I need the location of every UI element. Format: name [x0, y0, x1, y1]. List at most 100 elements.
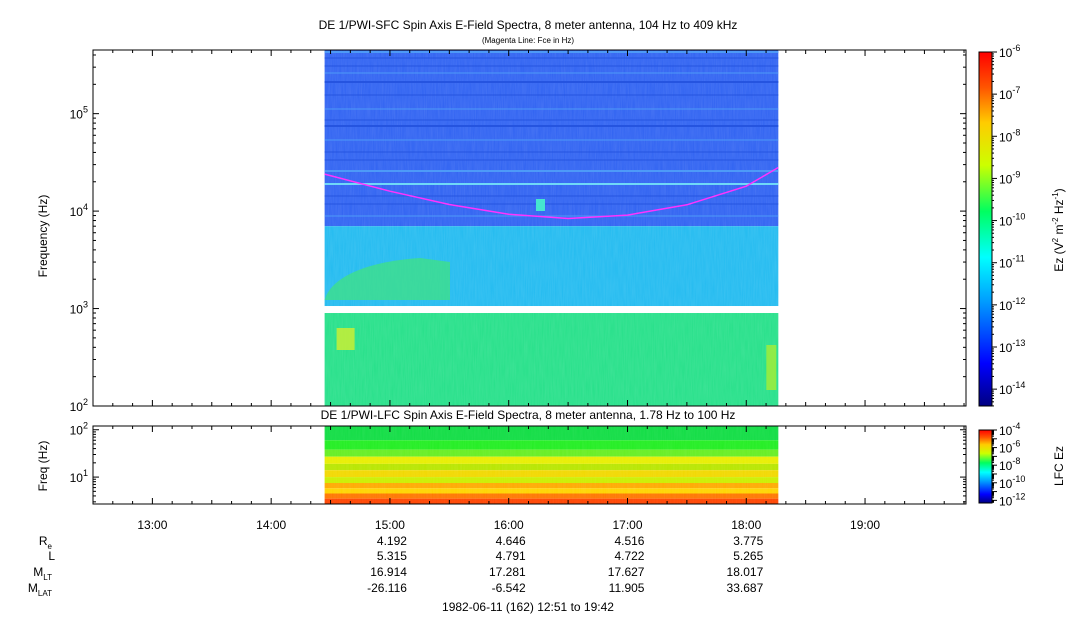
ephemeris-table: Re 4.192 4.646 4.516 3.775 L 5.315 4.791 4.722 5.…	[28, 534, 764, 598]
lfc-spectrogram-panel: 101 102 Freq (Hz)	[36, 421, 967, 505]
sfc-burst	[336, 328, 355, 350]
lfc-y-tick-label: 101	[70, 468, 88, 485]
ephemeris-value: 3.775	[733, 534, 763, 548]
tick-label-base: 10	[999, 383, 1013, 397]
cbar-label-sup: 2	[1051, 237, 1060, 242]
sfc-wave-enhancement	[324, 258, 450, 300]
ephemeris-value: 11.905	[609, 581, 645, 595]
tick-label-base: 10	[999, 172, 1013, 186]
tick-label-exponent: -12	[1012, 296, 1025, 306]
ephemeris-value: 4.516	[614, 534, 644, 548]
tick-label-exponent: -11	[1012, 254, 1024, 264]
ephemeris-value: 16.914	[370, 565, 407, 579]
sfc-colorbar-ticks: 10-610-710-810-910-1010-1110-1210-1310-1…	[992, 43, 1025, 407]
cbar-label-part: Hz	[1052, 199, 1066, 217]
cbar-label-sup: -2	[1051, 217, 1060, 225]
tick-label-exponent: 4	[83, 202, 88, 212]
cbar-label-sup: -1	[1051, 192, 1060, 200]
cbar-label-part: Ez (V	[1052, 242, 1066, 271]
tick-label-base: 10	[70, 108, 84, 122]
tick-label-base: 10	[999, 442, 1013, 456]
ephemeris-value: 4.791	[496, 549, 526, 563]
ephemeris-row-label: MLT	[33, 565, 52, 582]
time-tick-label: 19:00	[850, 518, 880, 532]
tick-label-base: 10	[999, 341, 1013, 355]
sfc-colorbar: 10-610-710-810-910-1010-1110-1210-1310-1…	[978, 43, 1066, 407]
ephemeris-value: 4.722	[614, 549, 644, 563]
tick-label-base: 10	[999, 88, 1013, 102]
tick-label-exponent: -6	[1012, 43, 1020, 53]
date-range-footer: 1982-06-11 (162) 12:51 to 19:42	[442, 600, 614, 614]
time-tick-label: 18:00	[731, 518, 761, 532]
tick-label-exponent: -8	[1012, 456, 1020, 466]
lfc-colorbar-label: LFC Ez	[1052, 446, 1066, 486]
ephemeris-value: 5.265	[733, 549, 763, 563]
ephemeris-label-subscript: LT	[43, 573, 52, 582]
tick-label-exponent: -8	[1012, 127, 1020, 137]
sfc-data-gap	[324, 306, 779, 314]
colorbar-tick-label: 10-8	[999, 456, 1020, 473]
tick-label-base: 10	[999, 459, 1013, 473]
tick-label-exponent: -10	[1012, 212, 1025, 222]
ephemeris-value: 17.281	[489, 565, 526, 579]
sfc-y-axis-label: Frequency (Hz)	[36, 195, 50, 278]
tick-label-base: 10	[999, 46, 1013, 60]
colorbar-tick-label: 10-7	[999, 85, 1020, 102]
time-tick-label: 17:00	[612, 518, 642, 532]
tick-label-exponent: -6	[1012, 439, 1020, 449]
time-axis: 13:00 14:00 15:00 16:00 17:00 18:00 19:00	[92, 50, 965, 532]
tick-label-base: 10	[999, 299, 1013, 313]
tick-label-base: 10	[999, 494, 1013, 508]
tick-label-base: 10	[70, 471, 84, 485]
ephemeris-row-label: Re	[39, 534, 53, 551]
ephemeris-value: 33.687	[727, 581, 764, 595]
colorbar-tick-label: 10-8	[999, 127, 1020, 144]
sfc-colorbar-scale	[978, 51, 993, 407]
ephemeris-value: -26.116	[367, 581, 407, 595]
time-tick-label: 13:00	[137, 518, 167, 532]
tick-label-base: 10	[999, 130, 1013, 144]
tick-label-exponent: -14	[1012, 380, 1025, 390]
sfc-burst	[766, 345, 777, 390]
sfc-y-tick-label: 102	[70, 397, 88, 414]
colorbar-tick-label: 10-10	[999, 474, 1025, 491]
tick-label-exponent: -4	[1012, 421, 1020, 431]
tick-label-base: 10	[70, 424, 84, 438]
time-tick-label: 15:00	[375, 518, 405, 532]
tick-label-exponent: 3	[83, 300, 88, 310]
sfc-title: DE 1/PWI-SFC Spin Axis E-Field Spectra, …	[319, 18, 738, 32]
ephemeris-label-main: R	[39, 534, 48, 548]
cbar-label-part: )	[1052, 188, 1066, 192]
lfc-y-tick-label: 102	[70, 421, 88, 438]
lfc-y-axis-label: Freq (Hz)	[36, 441, 50, 492]
lfc-colorbar-scale	[978, 429, 993, 504]
tick-label-base: 10	[70, 400, 84, 414]
tick-label-exponent: -7	[1012, 85, 1020, 95]
tick-label-base: 10	[999, 424, 1013, 438]
tick-label-base: 10	[999, 477, 1013, 491]
lfc-title: DE 1/PWI-LFC Spin Axis E-Field Spectra, …	[321, 408, 736, 422]
ephemeris-label-main: L	[48, 549, 55, 563]
tick-label-exponent: -9	[1012, 169, 1020, 179]
colorbar-tick-label: 10-14	[999, 380, 1025, 397]
cbar-label-part: m	[1052, 225, 1066, 238]
lfc-spectrogram-data	[324, 426, 779, 504]
ephemeris-label-main: M	[28, 581, 38, 595]
ephemeris-value: 4.646	[496, 534, 526, 548]
colorbar-tick-label: 10-6	[999, 43, 1020, 60]
sfc-y-tick-label: 105	[70, 105, 88, 122]
colorbar-tick-label: 10-13	[999, 338, 1025, 355]
sfc-spectrogram-data	[324, 50, 779, 406]
tick-label-exponent: -10	[1012, 474, 1025, 484]
ephemeris-row-label: L	[48, 549, 55, 563]
tick-label-base: 10	[999, 257, 1013, 271]
time-tick-label: 16:00	[494, 518, 524, 532]
sfc-noise-texture	[324, 50, 779, 406]
tick-label-exponent: 2	[83, 397, 88, 407]
ephemeris-label-main: M	[33, 565, 43, 579]
colorbar-tick-label: 10-10	[999, 212, 1025, 229]
lfc-y-axis: 101 102	[70, 421, 966, 503]
